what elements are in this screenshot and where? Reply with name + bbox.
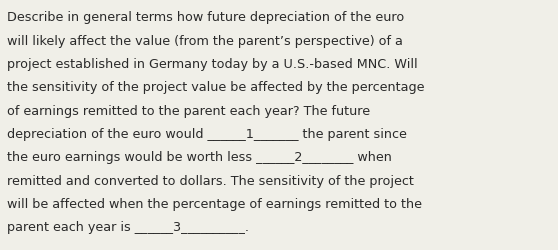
Text: Describe in general terms how future depreciation of the euro: Describe in general terms how future dep… [7,11,404,24]
Text: depreciation of the euro would ______1_______ the parent since: depreciation of the euro would ______1__… [7,128,407,140]
Text: of earnings remitted to the parent each year? The future: of earnings remitted to the parent each … [7,104,370,117]
Text: parent each year is ______3__________.: parent each year is ______3__________. [7,220,249,234]
Text: the sensitivity of the project value be affected by the percentage: the sensitivity of the project value be … [7,81,424,94]
Text: remitted and converted to dollars. The sensitivity of the project: remitted and converted to dollars. The s… [7,174,413,187]
Text: the euro earnings would be worth less ______2________ when: the euro earnings would be worth less __… [7,151,392,164]
Text: project established in Germany today by a U.S.-based MNC. Will: project established in Germany today by … [7,58,417,71]
Text: will likely affect the value (from the parent’s perspective) of a: will likely affect the value (from the p… [7,34,402,48]
Text: will be affected when the percentage of earnings remitted to the: will be affected when the percentage of … [7,197,422,210]
